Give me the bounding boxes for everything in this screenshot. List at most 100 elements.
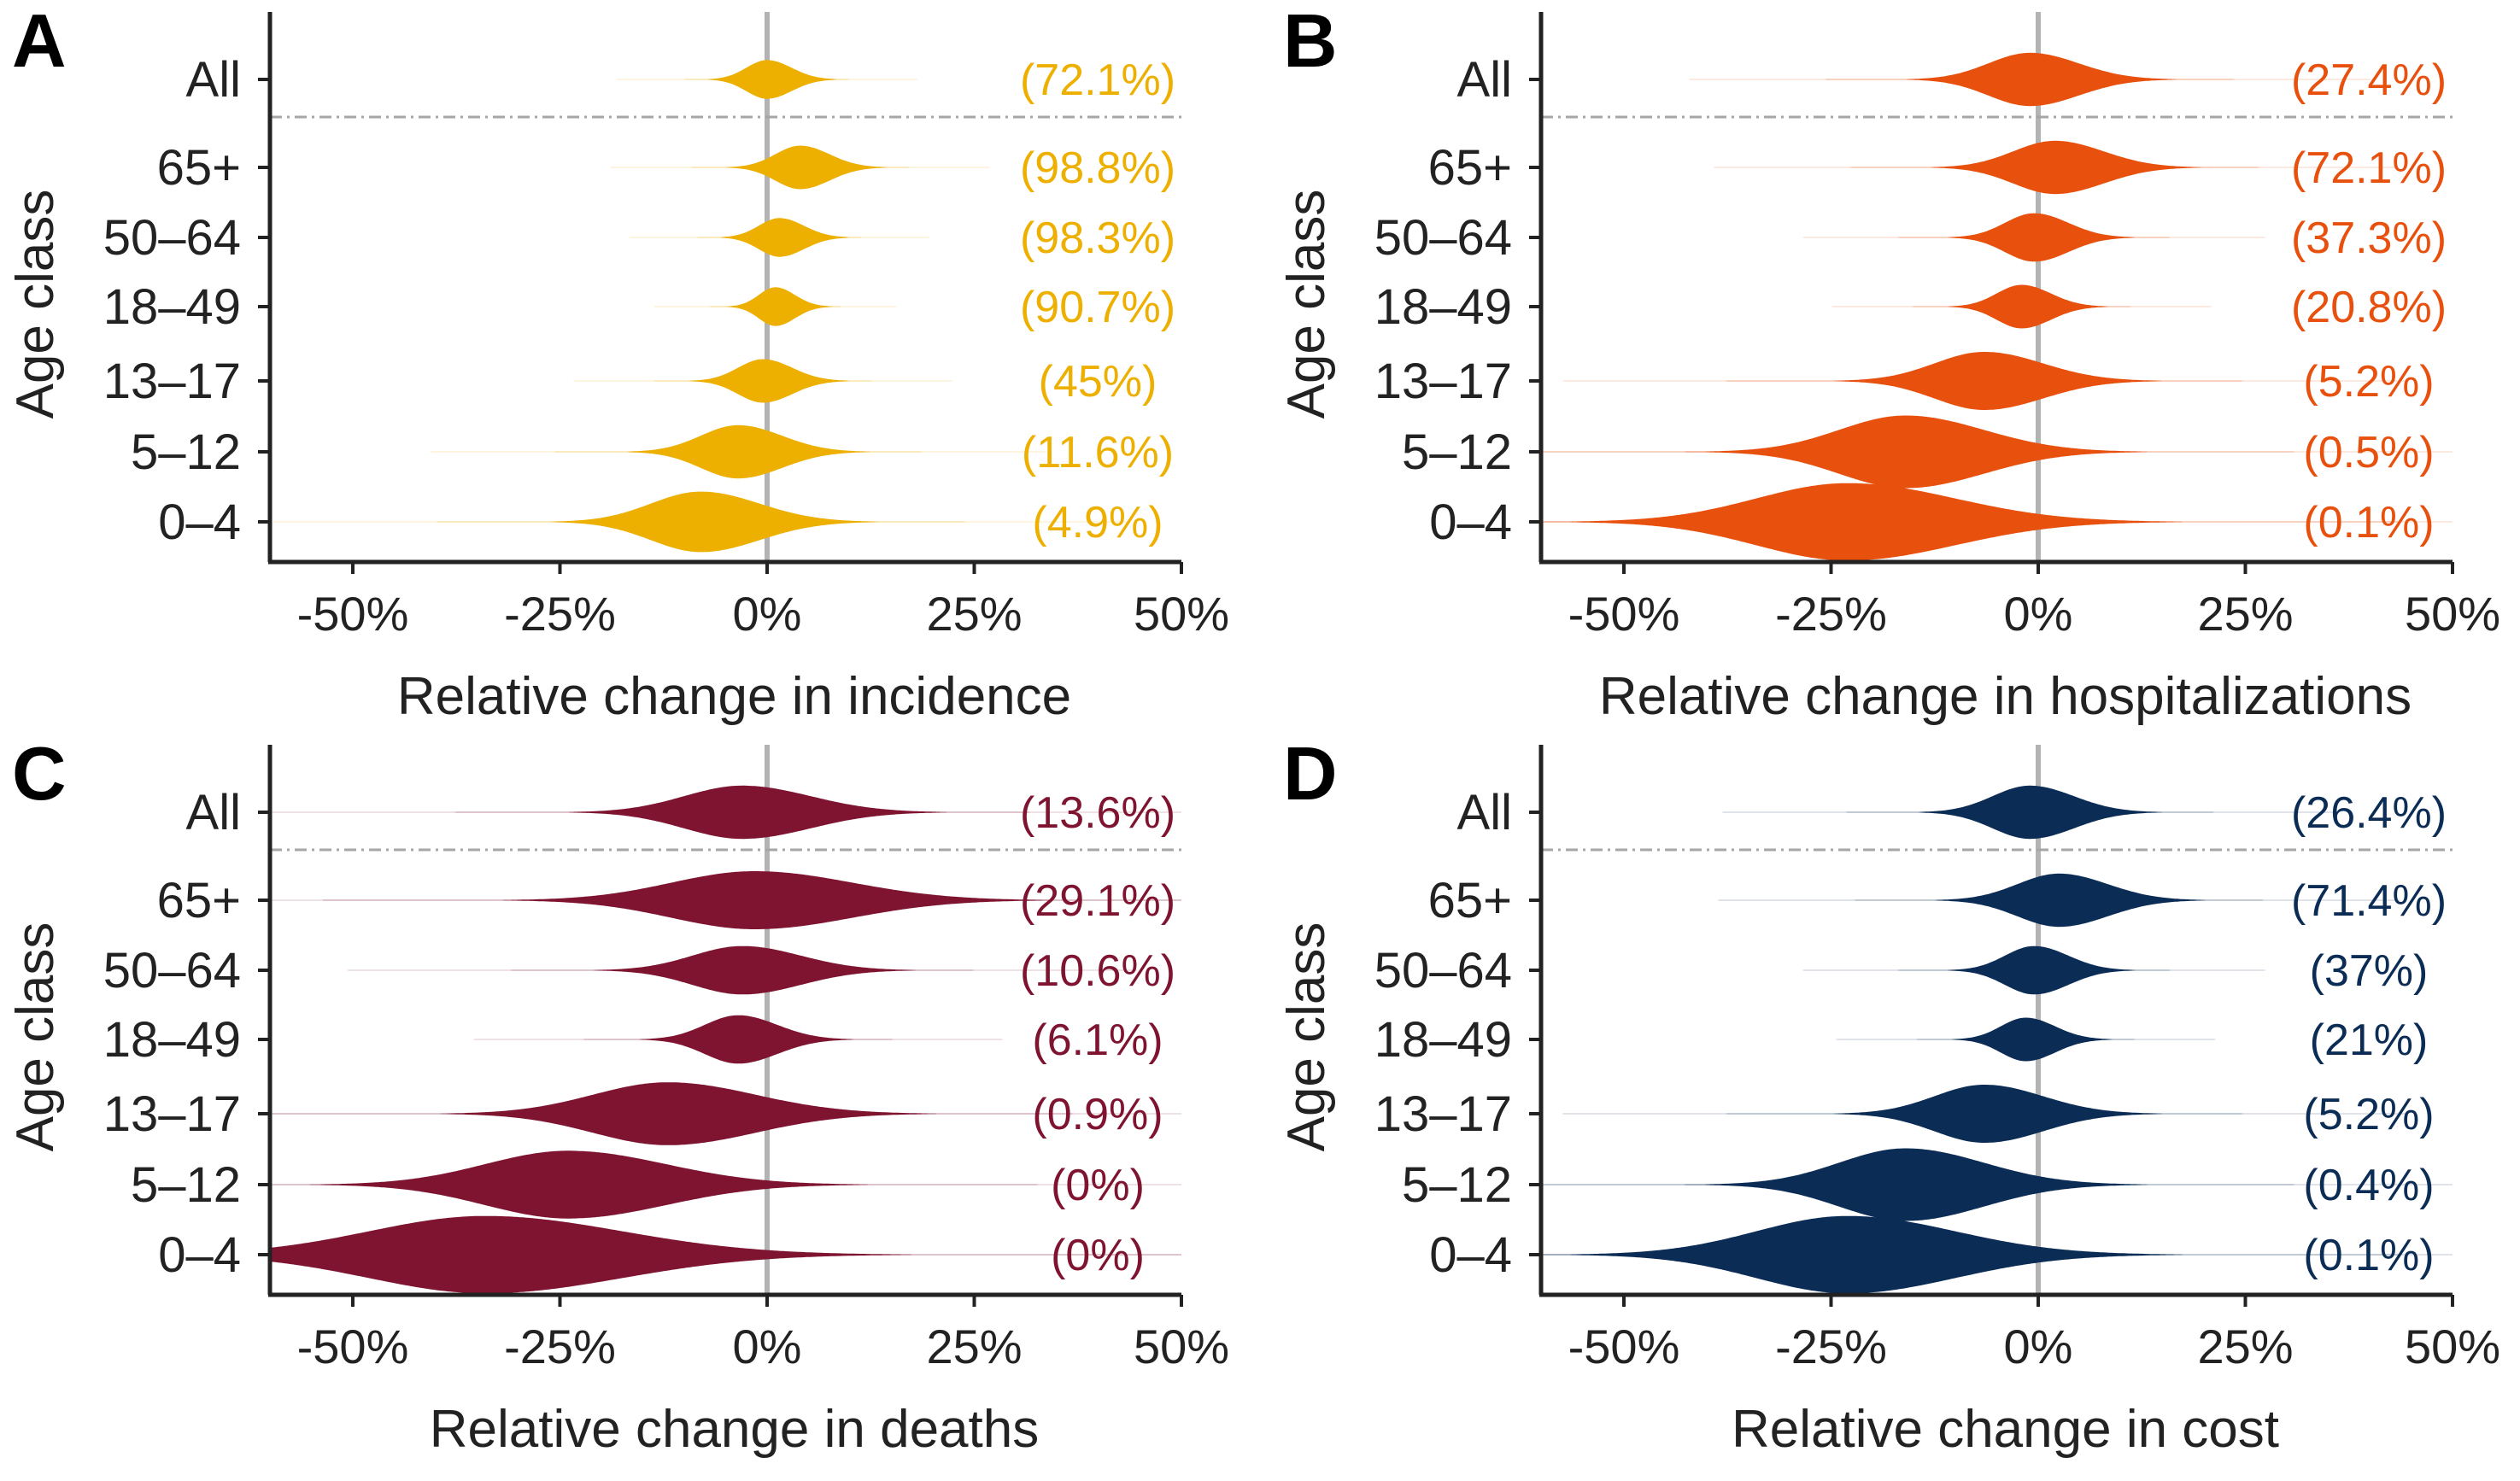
x-tick-label: -25%: [1775, 587, 1887, 641]
violin-65+: [270, 145, 1181, 190]
x-axis-title: Relative change in hospitalizations: [1599, 667, 2412, 726]
probability-label: (71.4%): [2291, 876, 2447, 926]
probability-label: (5.2%): [2303, 1090, 2434, 1139]
violin-50–64: [270, 218, 1181, 257]
x-tick-label: -25%: [1775, 1320, 1887, 1373]
x-tick-label: -50%: [297, 1320, 409, 1373]
x-tick-label: -50%: [1568, 1320, 1680, 1373]
violin-13–17: [1541, 1085, 2453, 1143]
x-axis-title: Relative change in incidence: [397, 667, 1071, 726]
x-tick-label: 50%: [2405, 1320, 2500, 1373]
panel-letter: D: [1283, 731, 1338, 816]
x-axis-title: Relative change in cost: [1732, 1400, 2279, 1459]
x-tick-label: 50%: [2405, 587, 2500, 641]
probability-label: (10.6%): [1020, 946, 1175, 996]
violin-18–49: [1541, 284, 2453, 329]
category-label: 18–49: [1374, 1012, 1512, 1068]
y-axis-title: Age class: [6, 922, 65, 1152]
x-tick-label: 25%: [2197, 587, 2293, 641]
category-label: 0–4: [1429, 1227, 1512, 1283]
violin-18–49: [1541, 1017, 2453, 1062]
probability-label: (72.1%): [2291, 143, 2447, 193]
x-tick-label: -50%: [297, 587, 409, 641]
probability-label: (13.6%): [1020, 788, 1175, 838]
probability-label: (26.4%): [2291, 788, 2447, 838]
probability-label: (37%): [2310, 946, 2429, 996]
violin-65+: [270, 871, 1181, 929]
x-tick-label: 50%: [1134, 587, 1229, 641]
panel-C: C (13.6%) All (29.1%) 65+ (10.6%) 50–64 (6.1%) 1…: [6, 731, 1229, 1459]
category-label: 50–64: [103, 943, 241, 998]
violin-All: [1541, 52, 2453, 107]
x-tick-label: -25%: [504, 587, 616, 641]
category-label: 18–49: [103, 1012, 241, 1068]
category-label: All: [1457, 52, 1512, 108]
category-label: 5–12: [131, 1157, 241, 1213]
category-label: 5–12: [1402, 424, 1512, 480]
probability-label: (20.8%): [2291, 283, 2447, 332]
violin-50–64: [1541, 213, 2453, 262]
violin-All: [270, 785, 1181, 840]
probability-label: (0.9%): [1032, 1090, 1163, 1139]
violin-5–12: [270, 424, 1181, 479]
category-label: 50–64: [1374, 210, 1512, 266]
category-label: 13–17: [103, 354, 241, 409]
violin-0–4: [270, 491, 1181, 553]
category-label: 18–49: [103, 279, 241, 335]
x-tick-label: 0%: [733, 587, 802, 641]
probability-label: (98.8%): [1020, 143, 1175, 193]
category-label: 0–4: [158, 495, 241, 550]
probability-label: (90.7%): [1020, 283, 1175, 332]
category-label: 5–12: [1402, 1157, 1512, 1213]
category-label: 65+: [1428, 873, 1512, 928]
violin-65+: [1541, 140, 2453, 195]
x-tick-label: 0%: [2004, 587, 2073, 641]
panel-B: B (27.4%) All (72.1%) 65+ (37.3%) 50–64 (20.8%)…: [1277, 0, 2500, 726]
probability-label: (45%): [1039, 357, 1157, 407]
probability-label: (0.5%): [2303, 428, 2434, 477]
x-tick-label: 0%: [733, 1320, 802, 1373]
x-tick-label: 25%: [926, 587, 1022, 641]
x-axis-title: Relative change in deaths: [430, 1400, 1039, 1459]
probability-label: (37.3%): [2291, 214, 2447, 263]
category-label: 13–17: [103, 1086, 241, 1142]
probability-label: (5.2%): [2303, 357, 2434, 407]
probability-label: (72.1%): [1020, 56, 1175, 105]
violin-50–64: [1541, 945, 2453, 995]
y-axis-title: Age class: [6, 190, 65, 419]
violin-0–4: [1541, 1215, 2453, 1294]
y-axis-title: Age class: [1277, 922, 1336, 1152]
category-label: All: [1457, 785, 1512, 840]
category-label: All: [186, 785, 241, 840]
probability-label: (11.6%): [1022, 428, 1174, 477]
violin-5–12: [1541, 1148, 2453, 1221]
probability-label: (29.1%): [1020, 876, 1175, 926]
x-tick-label: 25%: [926, 1320, 1022, 1373]
category-label: 18–49: [1374, 279, 1512, 335]
violin-0–4: [270, 1215, 1181, 1294]
violin-18–49: [270, 1015, 1181, 1064]
category-label: All: [186, 52, 241, 108]
probability-label: (6.1%): [1032, 1016, 1163, 1065]
x-tick-label: -50%: [1568, 587, 1680, 641]
violin-All: [270, 60, 1181, 99]
category-label: 13–17: [1374, 354, 1512, 409]
violin-0–4: [1541, 483, 2453, 561]
x-tick-label: 0%: [2004, 1320, 2073, 1373]
category-label: 65+: [157, 140, 241, 196]
category-label: 5–12: [131, 424, 241, 480]
probability-label: (0.4%): [2303, 1161, 2434, 1210]
panel-letter: C: [12, 731, 67, 816]
panel-letter: B: [1283, 0, 1338, 83]
probability-label: (0.1%): [2303, 1231, 2434, 1280]
category-label: 65+: [157, 873, 241, 928]
category-label: 0–4: [158, 1227, 241, 1283]
violin-13–17: [270, 359, 1181, 403]
y-axis-title: Age class: [1277, 190, 1336, 419]
panel-letter: A: [12, 0, 67, 83]
violin-13–17: [1541, 352, 2453, 410]
panel-A: A (72.1%) All (98.8%) 65+ (98.3%) 50–64 (90.7%)…: [6, 0, 1229, 726]
violin-18–49: [270, 287, 1181, 326]
category-label: 65+: [1428, 140, 1512, 196]
